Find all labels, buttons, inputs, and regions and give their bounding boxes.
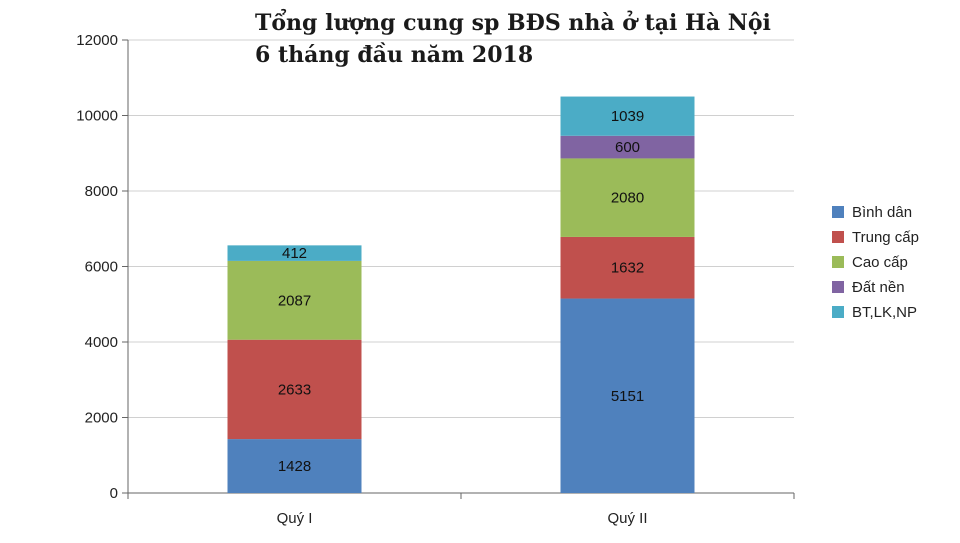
bar-segment xyxy=(560,236,695,299)
x-category-label: Quý I xyxy=(277,510,313,527)
data-label: 600 xyxy=(615,139,640,156)
legend-label: Trung cấp xyxy=(852,229,919,246)
y-tick-label: 4000 xyxy=(85,334,118,351)
legend-swatch xyxy=(832,306,844,318)
y-tick-label: 6000 xyxy=(85,259,118,276)
bar-segment xyxy=(227,439,362,493)
data-labels: 1428 2633 2087 412 5151 1632 2080 600 1039 xyxy=(278,108,644,475)
data-label: 2080 xyxy=(611,190,644,207)
y-tick-label: 2000 xyxy=(85,410,118,427)
legend-label: Cao cấp xyxy=(852,254,908,271)
bar-segment xyxy=(560,96,695,136)
x-category-label: Quý II xyxy=(607,510,647,527)
y-tick-label: 8000 xyxy=(85,183,118,200)
data-label: 2087 xyxy=(278,292,311,309)
legend-swatch xyxy=(832,231,844,243)
legend-label: BT,LK,NP xyxy=(852,304,917,321)
bar-segment xyxy=(560,135,695,159)
legend: Bình dân Trung cấp Cao cấp Đất nền BT,LK,NP xyxy=(832,204,919,321)
bar-segment xyxy=(227,245,362,261)
data-label: 1428 xyxy=(278,458,311,475)
bars xyxy=(227,96,695,493)
bar-segment xyxy=(560,158,695,237)
y-tick-label: 12000 xyxy=(76,32,118,49)
data-label: 412 xyxy=(282,245,307,262)
legend-swatch xyxy=(832,256,844,268)
y-tick-label: 0 xyxy=(110,485,118,502)
y-tick-label: 10000 xyxy=(76,108,118,125)
bar-segment xyxy=(227,260,362,340)
legend-label: Bình dân xyxy=(852,204,912,221)
data-label: 1632 xyxy=(611,260,644,277)
data-label: 2633 xyxy=(278,381,311,398)
data-label: 5151 xyxy=(611,388,644,405)
bar-segment xyxy=(560,298,695,493)
bar-segment xyxy=(227,339,362,440)
legend-label: Đất nền xyxy=(852,279,905,296)
legend-swatch xyxy=(832,206,844,218)
chart-title-line-1: Tổng lượng cung sp BĐS nhà ở tại Hà Nội xyxy=(255,8,771,36)
legend-swatch xyxy=(832,281,844,293)
chart-title-line-2: 6 tháng đầu năm 2018 xyxy=(255,42,533,68)
data-label: 1039 xyxy=(611,108,644,125)
